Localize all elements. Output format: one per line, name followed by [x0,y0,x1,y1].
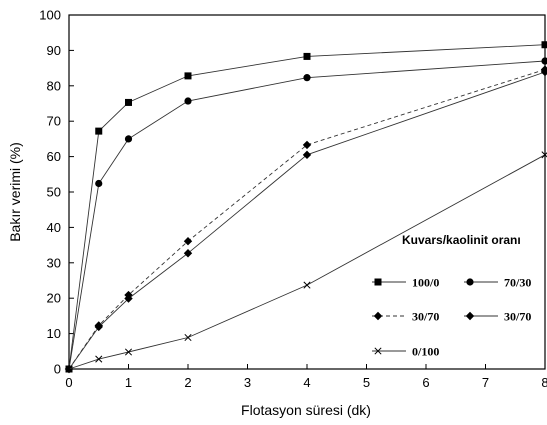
data-point [540,67,547,77]
series-line [68,69,546,370]
data-point [541,41,547,49]
y-tick-label: 90 [47,43,61,58]
x-tick-label: 0 [65,375,72,390]
y-tick-label: 80 [47,78,61,93]
legend-marker [466,278,474,286]
data-point [183,249,193,258]
data-point [125,98,132,106]
y-tick-label: 30 [47,255,61,270]
data-point [541,57,547,65]
y-tick-label: 100 [39,8,61,23]
y-tick-label: 70 [47,114,61,129]
x-axis-title: Flotasyon süresi (dk) [241,402,371,418]
series-4 [65,151,547,373]
legend-marker [373,311,383,321]
x-tick-label: 8 [541,375,547,390]
series-line [68,60,546,370]
y-tick-label: 0 [54,362,61,377]
data-point [184,97,192,105]
legend-entry: 70/30 [464,276,531,290]
data-point [184,72,192,80]
series-1 [65,57,547,373]
legend-entry: 30/70 [464,310,531,324]
legend-entry: 30/70 [372,310,439,324]
y-tick-label: 40 [47,220,61,235]
x-tick-label: 5 [363,375,370,390]
legend-label: 0/100 [412,345,439,359]
axis-ticks: 0 10 20 30 40 50 60 70 80 90 100 0 1 2 3 4 5 6 7 8 [39,8,547,391]
y-tick-label: 10 [47,326,61,341]
data-point [541,151,547,159]
series-layer [64,41,547,374]
series-line [68,44,546,370]
series-line [68,71,546,370]
data-point [95,127,103,135]
legend: Kuvars/kaolinit oranı 100/0 70/30 30/70 30/… [372,233,531,359]
y-tick-label: 20 [47,291,61,306]
data-point [302,140,312,150]
data-point [124,135,133,143]
x-tick-label: 2 [184,375,191,390]
legend-label: 100/0 [412,276,439,290]
series-0 [65,41,547,373]
series-3 [64,67,547,374]
series-line [68,154,546,370]
data-point [124,294,133,303]
legend-label: 30/70 [412,310,439,324]
data-point [124,348,133,356]
y-tick-label: 60 [47,149,61,164]
data-point [303,74,311,82]
legend-marker [465,311,475,321]
data-point [94,322,103,332]
x-tick-label: 3 [244,375,251,390]
series-2 [64,65,547,374]
data-point [95,355,103,363]
data-point [183,237,193,246]
data-point [95,179,103,188]
legend-entry: 100/0 [372,276,439,290]
y-tick-label: 50 [47,185,61,200]
legend-label: 30/70 [504,310,531,324]
x-tick-label: 7 [482,375,489,390]
legend-marker [374,347,382,355]
data-point [184,333,192,342]
data-point [303,52,311,60]
data-point [65,365,73,373]
data-point [303,281,311,289]
legend-label: 70/30 [504,276,531,290]
legend-entry: 0/100 [372,345,439,359]
x-tick-label: 1 [125,375,132,390]
legend-title: Kuvars/kaolinit oranı [402,233,521,247]
x-tick-label: 6 [422,375,429,390]
legend-marker [374,278,382,286]
data-point [302,150,312,160]
y-axis-title: Bakır verimi (%) [7,142,23,242]
x-tick-label: 4 [303,375,310,390]
